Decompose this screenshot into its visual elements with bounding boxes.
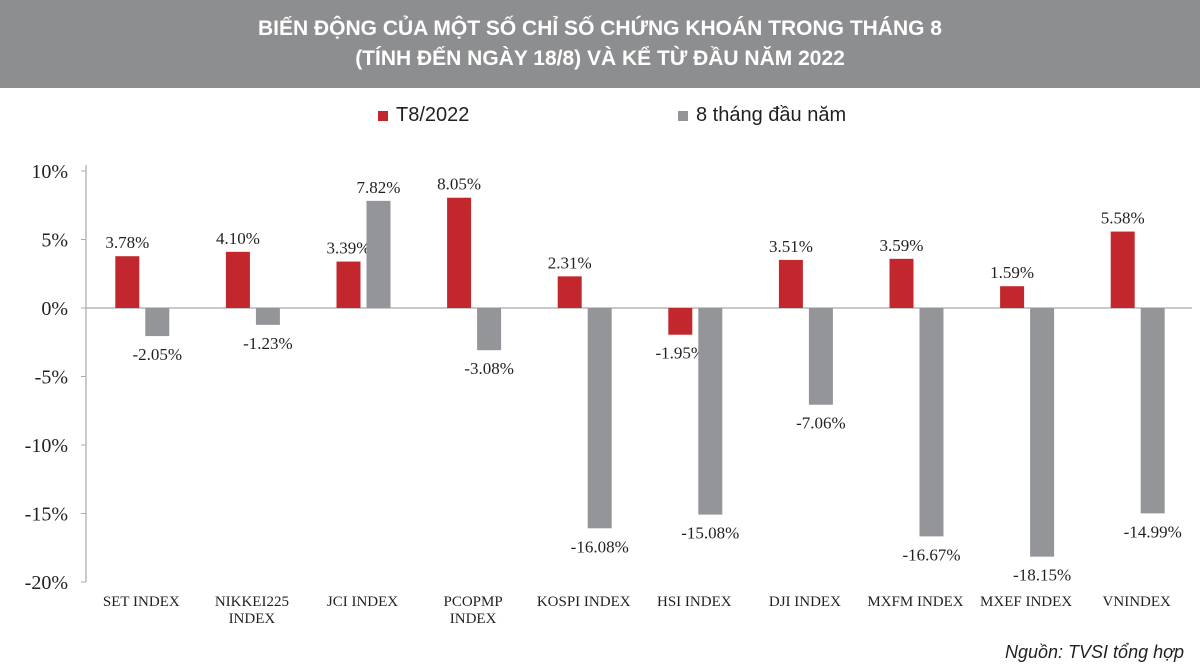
x-category-label: JCI INDEX: [327, 594, 398, 610]
bar-8-thang: [698, 308, 723, 515]
bar-8-thang: [587, 308, 612, 529]
bar-8-thang: [145, 308, 170, 337]
data-label-t8: 3.51%: [769, 237, 813, 256]
x-category-label: VNINDEX: [1103, 594, 1171, 610]
data-label-8-thang: -16.67%: [902, 545, 960, 564]
bar-8-thang: [1030, 308, 1055, 557]
bar-8-thang: [1140, 308, 1165, 514]
bar-8-thang: [919, 308, 944, 537]
bar-t8: [778, 259, 803, 308]
chart-title-bar: BIẾN ĐỘNG CỦA MỘT SỐ CHỈ SỐ CHỨNG KHOÁN …: [0, 0, 1200, 88]
data-label-8-thang: -3.08%: [464, 359, 514, 378]
y-tick-label: -10%: [25, 435, 68, 457]
data-label-8-thang: -16.08%: [571, 537, 629, 556]
data-label-t8: 8.05%: [437, 175, 481, 194]
bar-8-thang: [366, 200, 391, 308]
x-category-label: MXFM INDEX: [867, 594, 963, 610]
x-category-label: INDEX: [450, 611, 497, 627]
y-tick-label: 10%: [31, 161, 68, 183]
data-label-8-thang: -14.99%: [1124, 522, 1182, 541]
x-category-label: PCOPMP: [443, 594, 502, 610]
legend-item-8-thang: 8 tháng đầu năm: [678, 104, 846, 127]
bar-8-thang: [477, 308, 502, 351]
bar-t8: [1110, 231, 1135, 308]
y-tick-label: -5%: [35, 367, 68, 389]
y-tick-label: -20%: [25, 572, 68, 594]
x-category-label: DJI INDEX: [769, 594, 841, 610]
bar-8-thang: [808, 308, 833, 405]
bar-t8: [668, 308, 693, 335]
bar-t8: [447, 197, 472, 308]
data-label-t8: 5.58%: [1101, 209, 1145, 228]
x-category-label: HSI INDEX: [657, 594, 732, 610]
bar-t8: [557, 276, 582, 308]
legend: T8/2022 8 tháng đầu năm: [0, 102, 1200, 132]
data-label-8-thang: -1.23%: [243, 334, 293, 353]
bar-t8: [115, 256, 140, 308]
bar-8-thang: [255, 308, 280, 325]
legend-label-t8: T8/2022: [396, 104, 470, 126]
chart-title-line-1: BIẾN ĐỘNG CỦA MỘT SỐ CHỈ SỐ CHỨNG KHOÁN …: [258, 17, 942, 40]
y-tick-label: 5%: [41, 230, 68, 252]
legend-item-t8: T8/2022: [378, 104, 469, 127]
chart-title-line-2: (TÍNH ĐẾN NGÀY 18/8) VÀ KỂ TỪ ĐẦU NĂM 20…: [355, 47, 845, 70]
data-label-8-thang: -15.08%: [681, 524, 739, 543]
data-label-8-thang: -2.05%: [133, 345, 183, 364]
bar-t8: [889, 258, 914, 308]
x-category-label: SET INDEX: [103, 594, 180, 610]
x-category-label: INDEX: [229, 611, 276, 627]
y-tick-label: 0%: [41, 298, 68, 320]
x-category-label: NIKKEI225: [215, 594, 289, 610]
bar-t8: [225, 251, 250, 308]
data-label-t8: 3.59%: [880, 236, 924, 255]
x-category-label: KOSPI INDEX: [537, 594, 631, 610]
source-note: Nguồn: TVSI tổng hợp: [1005, 642, 1184, 662]
data-label-t8: 4.10%: [216, 229, 260, 248]
data-label-t8: 3.78%: [105, 233, 149, 252]
data-label-t8: 3.39%: [327, 239, 371, 258]
bar-t8: [1000, 286, 1025, 308]
data-label-t8: 1.59%: [990, 263, 1034, 282]
data-label-8-thang: 7.82%: [357, 178, 401, 197]
bar-t8: [336, 261, 361, 308]
x-category-label: MXEF INDEX: [980, 594, 1072, 610]
data-label-t8: -1.95%: [656, 344, 706, 363]
data-label-t8: 2.31%: [548, 253, 592, 272]
legend-swatch-red: [378, 110, 388, 121]
legend-label-8-thang: 8 tháng đầu năm: [696, 104, 847, 126]
data-label-8-thang: -18.15%: [1013, 566, 1071, 585]
data-label-8-thang: -7.06%: [796, 414, 846, 433]
y-tick-label: -15%: [25, 504, 68, 526]
legend-swatch-gray: [678, 110, 688, 121]
